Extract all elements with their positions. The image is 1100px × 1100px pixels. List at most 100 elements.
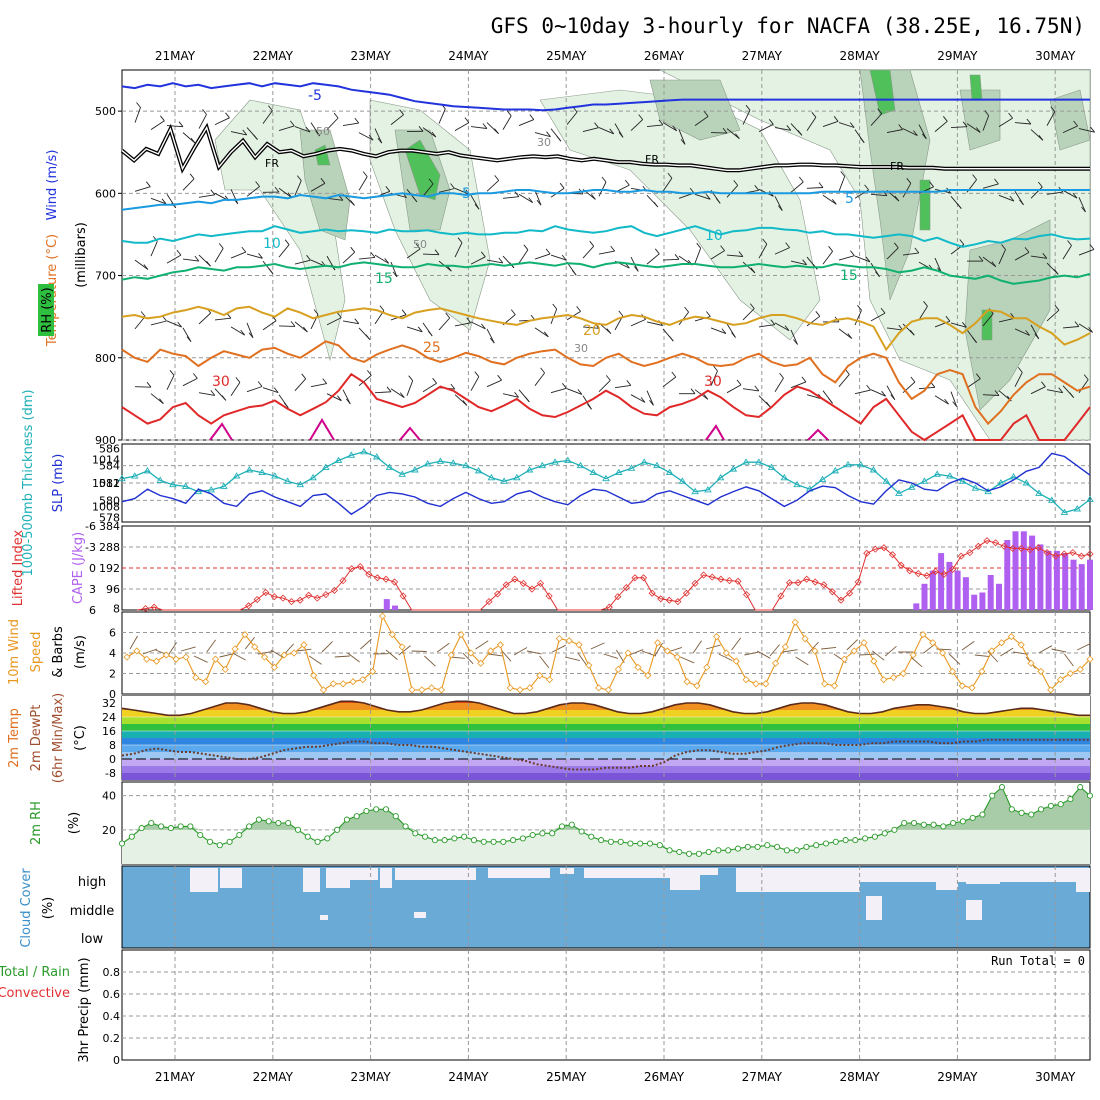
wind-barb-flag — [1024, 247, 1030, 253]
wind-barb — [982, 183, 999, 189]
lifted-index-marker — [648, 589, 656, 597]
wind-barb-flag — [1053, 269, 1059, 275]
wind-barb-flag — [689, 187, 695, 194]
wind-barb — [198, 114, 207, 129]
wind-barb-flag — [481, 323, 486, 330]
wind10m-barb — [385, 649, 398, 660]
wind10m-barb — [910, 656, 923, 668]
wind-barb — [326, 393, 342, 402]
wind-barb-flag — [1025, 330, 1030, 336]
wind10m-barb — [321, 641, 333, 653]
wind-barb — [150, 320, 167, 326]
cape-bar — [987, 575, 994, 610]
thickness-marker — [729, 465, 738, 472]
wind10m-barb — [296, 648, 312, 652]
rh2m-line — [121, 786, 1091, 855]
wind10m-marker — [162, 651, 170, 659]
wind-barb-flag — [797, 130, 803, 136]
wind10m-marker — [1037, 667, 1045, 676]
rh2m-marker — [255, 816, 262, 823]
thickness-marker — [665, 468, 674, 476]
thickness-marker — [181, 482, 190, 489]
thickness-marker — [614, 468, 623, 476]
precip-tick-label: 0.6 — [103, 988, 121, 1001]
wind10m-barb — [475, 640, 489, 650]
wind-barb — [742, 308, 755, 321]
wind-barb — [262, 110, 273, 124]
wind10m-marker — [516, 686, 524, 694]
wind-barb-flag — [337, 395, 342, 401]
wind-barb-flag — [177, 321, 183, 328]
wind-barb — [230, 189, 239, 204]
wind-barb-flag — [408, 375, 414, 381]
wind-barb — [246, 322, 254, 338]
wind-barb — [342, 389, 351, 405]
rh-shading — [214, 69, 1091, 441]
wind-barb — [326, 197, 343, 201]
wind10m-marker — [860, 639, 868, 647]
cape-tick-label: 384 — [99, 520, 120, 533]
wind-barb — [1078, 128, 1095, 133]
wind-barb-flag — [412, 196, 418, 203]
rh2m-marker — [822, 840, 830, 847]
lifted-index-marker — [502, 581, 510, 589]
wind-barb-flag — [462, 400, 468, 406]
thickness-marker — [958, 477, 967, 484]
rh2m-marker — [285, 819, 292, 827]
wind10m-marker — [467, 649, 475, 657]
wind-barb-flag — [978, 255, 984, 262]
isotherm-35-fragment — [807, 428, 829, 441]
wind-barb-flag — [306, 254, 311, 261]
precip-tick-label: 0.4 — [103, 1010, 121, 1023]
rh2m-marker — [578, 828, 585, 835]
wind-barb — [1046, 191, 1063, 195]
wind10m-barb — [1064, 653, 1074, 667]
wind-barb — [774, 196, 783, 211]
lifted-index-marker — [1026, 546, 1034, 554]
wind-barb — [758, 324, 775, 328]
wind10m-marker — [506, 684, 514, 692]
wind-barb-flag — [336, 312, 342, 318]
rh2m-marker — [998, 784, 1006, 791]
wind-barb-flag — [818, 182, 824, 188]
rh2m-marker — [989, 792, 996, 799]
wind-barb-flag — [480, 251, 486, 258]
wind-barb-flag — [543, 331, 549, 338]
wind-barb — [1030, 386, 1046, 395]
slp-tick-label: 1011 — [92, 477, 120, 490]
thickness-marker — [895, 489, 903, 496]
wind-barb-flag — [1073, 120, 1078, 127]
lifted-index-marker — [356, 563, 364, 571]
rh2m-marker — [451, 835, 458, 842]
lifted-index-marker — [837, 596, 845, 604]
wind-barb-flag — [428, 178, 434, 185]
wind-barb — [438, 317, 451, 331]
rh2m-marker — [441, 837, 448, 844]
wind10m-marker — [536, 671, 544, 680]
wind10m-barb — [590, 642, 605, 650]
wind-barb-flag — [333, 112, 339, 119]
cloud-gap — [584, 868, 670, 878]
wind-barb — [166, 254, 182, 264]
rh2m-marker — [783, 847, 790, 854]
pressure-tick-label: 500 — [95, 105, 116, 118]
wind-barb-flag — [540, 367, 545, 374]
wind-barb-flag — [571, 269, 577, 276]
rh2m-marker — [979, 811, 986, 818]
wind-barb-flag — [929, 181, 934, 188]
wind10m-barb — [539, 655, 550, 669]
bottom-date-label: 21MAY — [155, 1070, 196, 1084]
wind10m-barb — [500, 649, 512, 662]
wind-barb-flag — [975, 373, 981, 379]
wind-barb-flag — [136, 102, 141, 108]
wind-barb — [454, 242, 463, 258]
cape-bar — [1012, 531, 1019, 611]
rh2m-marker — [901, 819, 908, 827]
wind-barb — [854, 310, 862, 326]
wind-barb-flag — [1037, 181, 1043, 188]
thickness-slp-panel: 578 580 582 584 586 1008 1011 1014 1000-500mb T… — [21, 389, 1094, 577]
wind-barb-flag — [284, 239, 290, 245]
wind-barb — [710, 370, 718, 386]
